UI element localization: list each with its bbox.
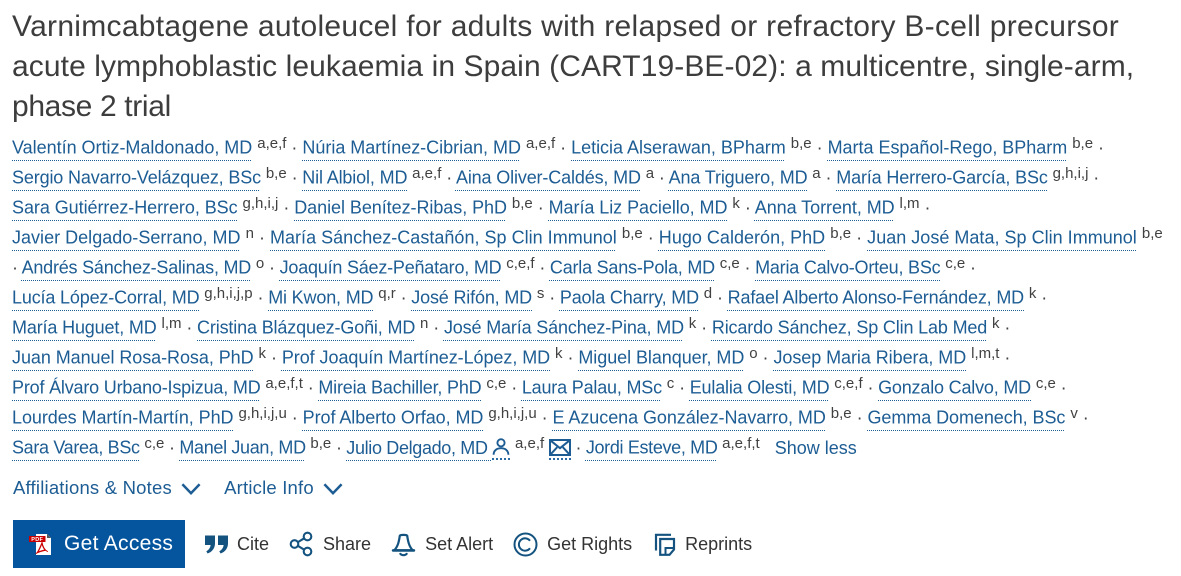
svg-text:PDF: PDF [31,537,43,543]
